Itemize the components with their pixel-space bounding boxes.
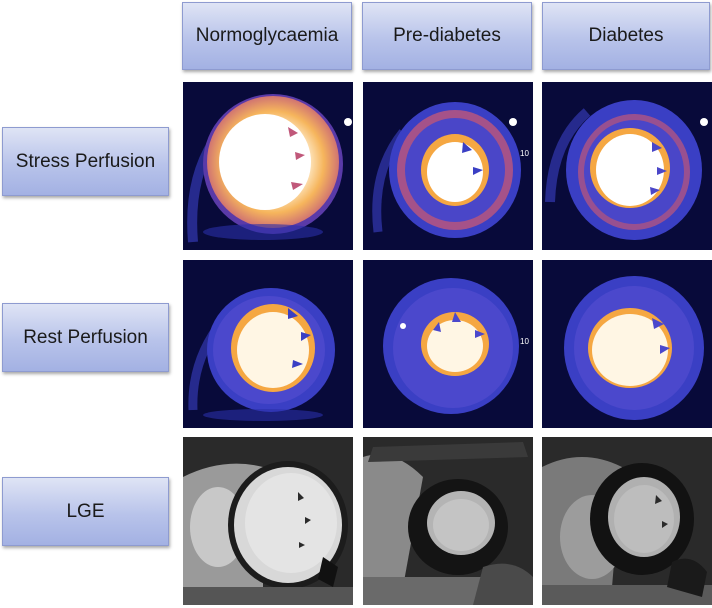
row-header-stress-perfusion: Stress Perfusion	[2, 127, 169, 196]
column-header-diabetes: Diabetes	[542, 2, 710, 70]
lge-pre-diabetes-image	[363, 437, 533, 605]
row-header-lge: LGE	[2, 477, 169, 546]
rest-perfusion-pre-diabetes-image: 10	[363, 260, 533, 428]
row-header-rest-perfusion: Rest Perfusion	[2, 303, 169, 372]
stress-perfusion-normoglycaemia-image	[183, 82, 353, 250]
column-header-pre-diabetes: Pre-diabetes	[362, 2, 532, 70]
stress-perfusion-diabetes-image	[542, 82, 712, 250]
lge-normoglycaemia-image	[183, 437, 353, 605]
rest-perfusion-normoglycaemia-image	[183, 260, 353, 428]
rest-perfusion-diabetes-image	[542, 260, 712, 428]
stress-perfusion-marker-text: 10	[520, 149, 529, 158]
rest-perfusion-marker-text: 10	[520, 337, 529, 346]
column-header-normoglycaemia: Normoglycaemia	[182, 2, 352, 70]
lge-diabetes-image	[542, 437, 712, 605]
stress-perfusion-pre-diabetes-image: 10	[363, 82, 533, 250]
